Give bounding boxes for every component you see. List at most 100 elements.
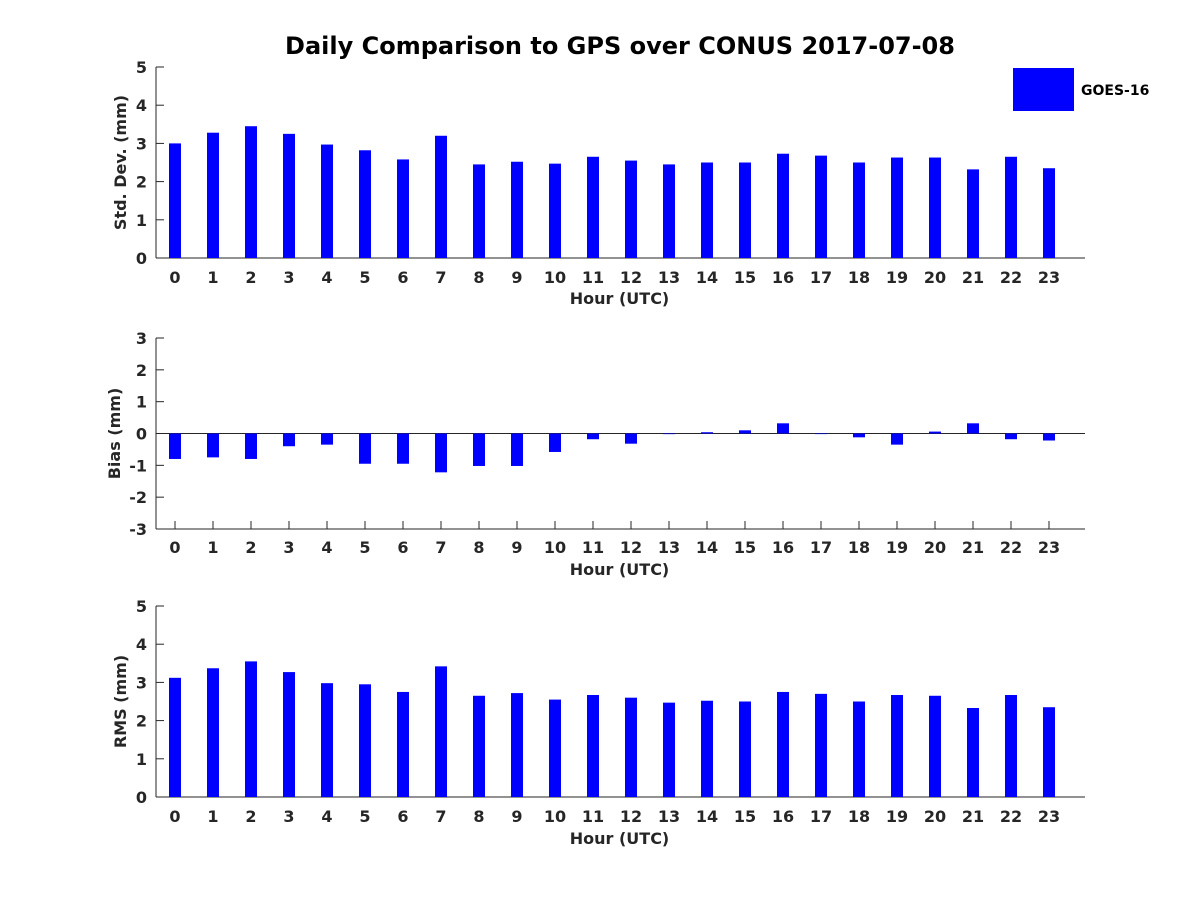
y-tick-label: 1 (136, 750, 147, 769)
y-tick-label: -1 (129, 456, 147, 475)
x-tick-label: 20 (924, 538, 946, 557)
x-tick-label: 17 (810, 268, 832, 287)
bar-bias-hour-13 (663, 433, 675, 435)
x-tick-label: 22 (1000, 268, 1022, 287)
x-tick-label: 16 (772, 538, 794, 557)
x-tick-label: 22 (1000, 807, 1022, 826)
x-tick-label: 6 (397, 807, 408, 826)
x-tick-label: 2 (245, 807, 256, 826)
bar-stddev-hour-17 (815, 155, 827, 258)
bar-rms-hour-1 (207, 668, 219, 797)
x-tick-label: 15 (734, 268, 756, 287)
x-tick-label: 7 (435, 268, 446, 287)
x-tick-label: 19 (886, 807, 908, 826)
bar-bias-hour-0 (169, 433, 181, 459)
x-tick-label: 10 (544, 538, 566, 557)
bar-stddev-hour-0 (169, 143, 181, 258)
x-tick-label: 15 (734, 807, 756, 826)
y-axis-label: Bias (mm) (105, 388, 124, 480)
x-tick-label: 23 (1038, 807, 1060, 826)
x-tick-label: 5 (359, 268, 370, 287)
x-tick-label: 19 (886, 268, 908, 287)
bar-stddev-hour-14 (701, 162, 713, 258)
y-tick-label: -2 (129, 488, 147, 507)
y-tick-label: 3 (136, 329, 147, 348)
bar-bias-hour-16 (777, 423, 789, 434)
x-tick-label: 8 (473, 807, 484, 826)
bar-stddev-hour-9 (511, 161, 523, 258)
x-axis-label: Hour (UTC) (570, 829, 670, 848)
bar-stddev-hour-1 (207, 132, 219, 258)
x-tick-label: 2 (245, 268, 256, 287)
y-tick-label: 0 (136, 249, 147, 268)
y-tick-label: -3 (129, 520, 147, 539)
legend: GOES-16 (1013, 68, 1149, 111)
x-tick-label: 3 (283, 807, 294, 826)
bar-rms-hour-12 (625, 697, 637, 797)
y-tick-label: 3 (136, 134, 147, 153)
x-tick-label: 10 (544, 268, 566, 287)
x-tick-label: 6 (397, 268, 408, 287)
bar-stddev-hour-19 (891, 157, 903, 258)
bar-bias-hour-10 (549, 433, 561, 452)
legend-label: GOES-16 (1081, 83, 1149, 99)
x-tick-label: 9 (511, 807, 522, 826)
x-tick-label: 14 (696, 538, 718, 557)
x-tick-label: 8 (473, 268, 484, 287)
x-tick-label: 17 (810, 807, 832, 826)
bar-stddev-hour-20 (929, 157, 941, 258)
x-tick-label: 1 (207, 807, 218, 826)
bar-rms-hour-10 (549, 699, 561, 797)
bar-bias-hour-7 (435, 433, 447, 473)
bar-stddev-hour-15 (739, 162, 751, 258)
x-tick-label: 13 (658, 807, 680, 826)
bar-stddev-hour-16 (777, 153, 789, 258)
x-tick-label: 9 (511, 538, 522, 557)
x-tick-label: 18 (848, 807, 870, 826)
bar-bias-hour-6 (397, 433, 409, 464)
bar-stddev-hour-23 (1043, 168, 1055, 258)
x-tick-label: 23 (1038, 268, 1060, 287)
chart-title: Daily Comparison to GPS over CONUS 2017-… (285, 32, 955, 60)
y-tick-label: 4 (136, 635, 147, 654)
bar-stddev-hour-5 (359, 150, 371, 258)
x-tick-label: 18 (848, 268, 870, 287)
bar-rms-hour-6 (397, 691, 409, 797)
bar-bias-hour-22 (1005, 433, 1017, 440)
x-tick-label: 13 (658, 538, 680, 557)
x-tick-label: 9 (511, 268, 522, 287)
bar-rms-hour-3 (283, 672, 295, 797)
bar-bias-hour-18 (853, 433, 865, 438)
x-tick-label: 14 (696, 268, 718, 287)
x-tick-label: 0 (169, 538, 180, 557)
y-tick-label: 3 (136, 673, 147, 692)
y-tick-label: 4 (136, 96, 147, 115)
x-tick-label: 7 (435, 538, 446, 557)
x-tick-label: 22 (1000, 538, 1022, 557)
x-tick-label: 20 (924, 807, 946, 826)
y-tick-label: 1 (136, 393, 147, 412)
x-tick-label: 21 (962, 538, 984, 557)
bar-bias-hour-20 (929, 431, 941, 434)
bar-stddev-hour-18 (853, 162, 865, 258)
bar-rms-hour-4 (321, 683, 333, 797)
bar-rms-hour-23 (1043, 707, 1055, 797)
bar-rms-hour-14 (701, 700, 713, 797)
bar-stddev-hour-21 (967, 169, 979, 258)
bar-rms-hour-9 (511, 693, 523, 797)
y-tick-label: 1 (136, 211, 147, 230)
bar-rms-hour-11 (587, 695, 599, 797)
x-tick-label: 21 (962, 268, 984, 287)
x-tick-label: 6 (397, 538, 408, 557)
bar-stddev-hour-12 (625, 160, 637, 258)
y-tick-label: 0 (136, 788, 147, 807)
bar-rms-hour-16 (777, 691, 789, 797)
bar-bias-hour-17 (815, 433, 827, 435)
x-tick-label: 3 (283, 268, 294, 287)
bar-bias-hour-5 (359, 433, 371, 464)
bar-rms-hour-19 (891, 695, 903, 797)
bar-stddev-hour-22 (1005, 156, 1017, 258)
x-tick-label: 15 (734, 538, 756, 557)
